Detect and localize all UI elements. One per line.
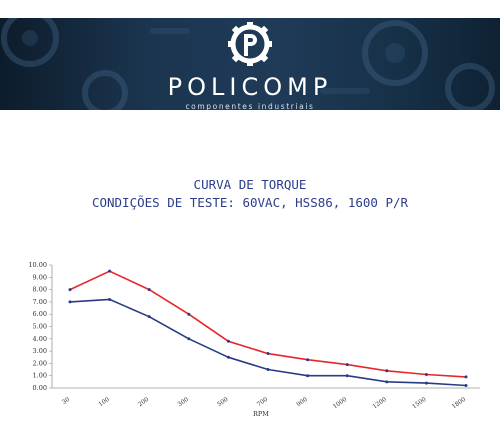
- data-point: [464, 375, 468, 379]
- data-point: [226, 355, 230, 359]
- data-point: [108, 269, 112, 273]
- series-line-1: [69, 270, 467, 378]
- y-tick-label: 3.00: [33, 347, 47, 355]
- x-tick-label: 1000: [332, 396, 349, 411]
- x-tick-label: 1500: [411, 396, 428, 411]
- gear-background-icon: [1, 18, 495, 110]
- chart-title-block: CURVA DE TORQUE CONDIÇÕES DE TESTE: 60VA…: [0, 176, 500, 212]
- y-tick-label: 7.00: [33, 298, 47, 306]
- data-point: [226, 339, 230, 343]
- torque-chart: 0.00 1.00 2.00 3.00 4.00 5.00 6.00 7.00 8.00 9.00…: [28, 261, 480, 418]
- data-point: [345, 374, 349, 378]
- data-point: [306, 358, 310, 362]
- y-tick-label: 2.00: [33, 359, 47, 367]
- y-tick-label: 8.00: [33, 286, 47, 294]
- data-point: [147, 288, 151, 292]
- y-tick-label: 1.00: [33, 372, 47, 380]
- x-tick-label: 1200: [371, 396, 388, 411]
- data-point: [385, 380, 389, 384]
- data-point: [345, 363, 349, 367]
- data-point: [385, 369, 389, 373]
- data-point: [266, 368, 270, 372]
- data-point: [424, 381, 428, 385]
- gear-p-logo-icon: [228, 22, 272, 66]
- y-tick-label: 0.00: [33, 384, 47, 392]
- data-point: [147, 315, 151, 319]
- data-point: [424, 372, 428, 376]
- y-tick-label: 4.00: [33, 335, 47, 343]
- data-point: [108, 297, 112, 301]
- x-tick-label: 900: [295, 396, 309, 408]
- x-tick-label: 700: [256, 396, 270, 408]
- chart-title: CURVA DE TORQUE: [193, 177, 307, 192]
- y-tick-label: 10.00: [28, 261, 47, 269]
- x-tick-label: 1800: [451, 396, 468, 411]
- chart-subtitle: CONDIÇÕES DE TESTE: 60VAC, HSS86, 1600 P…: [91, 195, 409, 210]
- header-banner: POLICOMP componentes industriais: [0, 18, 500, 110]
- x-axis-ticks: 30 100 200 300 500 700 900 1000 1200 1500 1800: [61, 396, 467, 411]
- y-tick-label: 6.00: [33, 310, 47, 318]
- data-point: [68, 288, 72, 292]
- y-tick-label: 5.00: [33, 323, 47, 331]
- x-tick-label: 200: [137, 396, 151, 408]
- x-tick-label: 300: [177, 396, 191, 408]
- x-axis-title: RPM: [253, 410, 269, 418]
- x-tick-label: 30: [61, 396, 71, 406]
- y-axis-ticks: 0.00 1.00 2.00 3.00 4.00 5.00 6.00 7.00 8.00 9.00…: [28, 261, 52, 392]
- brand-name: POLICOMP: [167, 73, 333, 101]
- x-tick-label: 500: [216, 396, 230, 408]
- chart-series: [68, 269, 468, 388]
- data-point: [306, 374, 310, 378]
- x-tick-label: 100: [97, 396, 111, 408]
- y-tick-label: 9.00: [33, 273, 47, 281]
- data-point: [464, 384, 468, 388]
- data-point: [266, 352, 270, 356]
- brand-tagline: componentes industriais: [185, 102, 315, 110]
- data-point: [187, 337, 191, 341]
- data-point: [187, 312, 191, 316]
- data-point: [68, 300, 72, 304]
